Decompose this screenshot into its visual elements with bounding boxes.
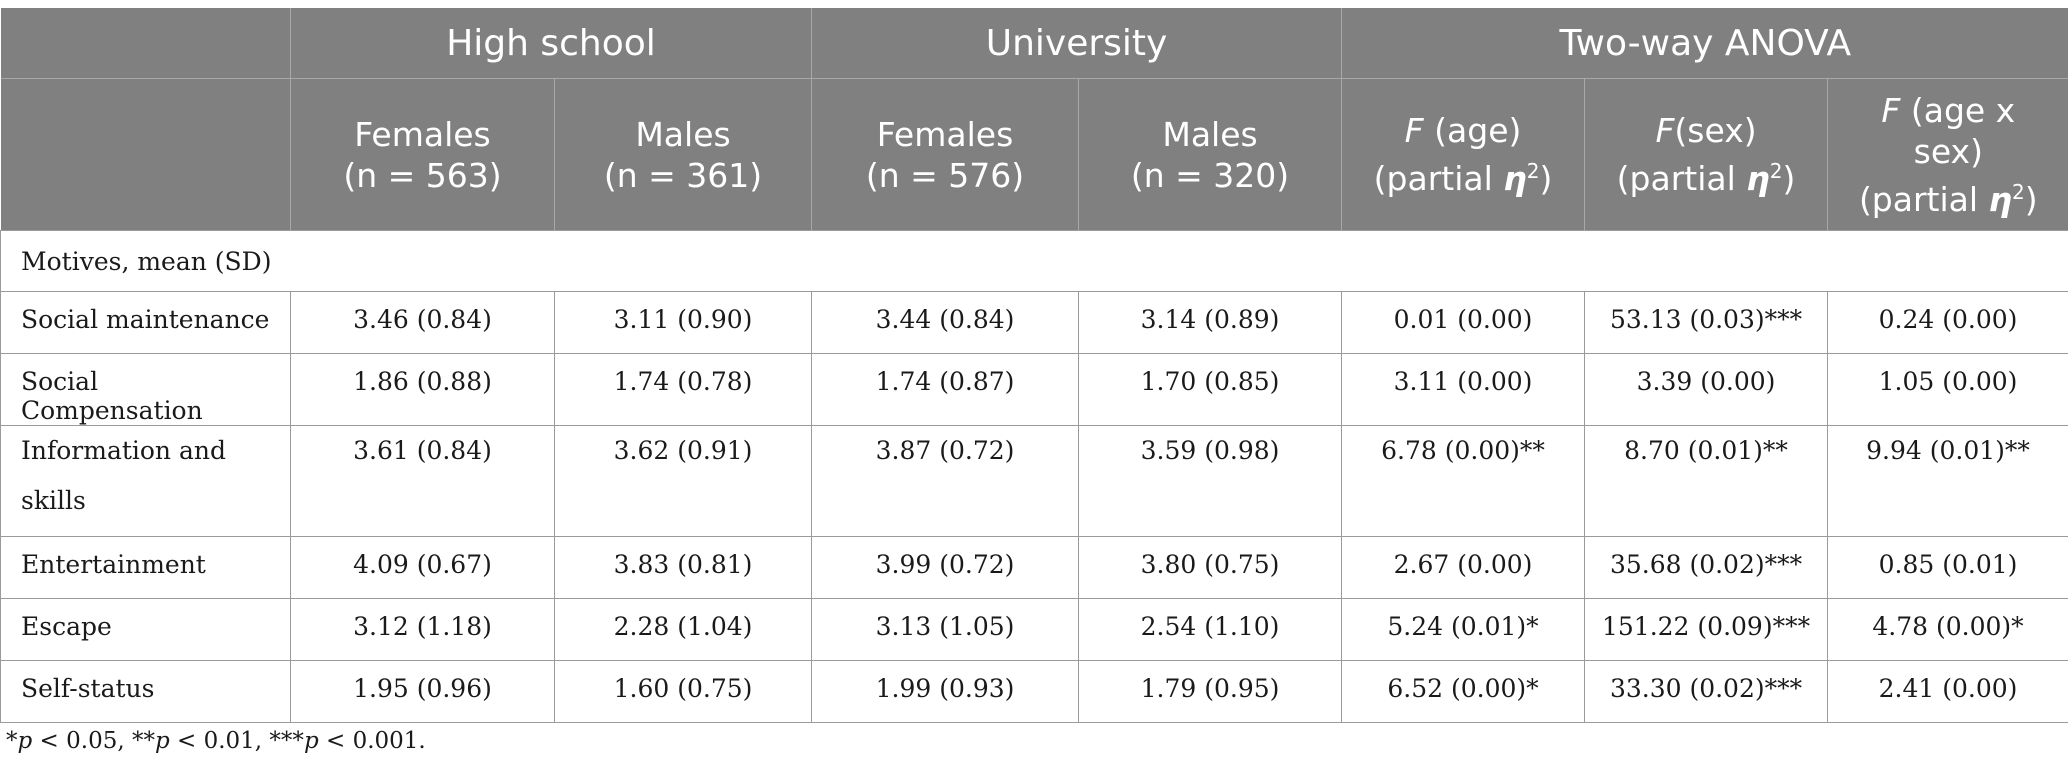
anova-table-container: High school University Two-way ANOVA Fem…: [0, 8, 2068, 723]
table-cell: 1.05 (0.00): [1827, 353, 2068, 426]
table-cell: 2.67 (0.00): [1341, 536, 1586, 599]
table-cell: 4.78 (0.00)*: [1827, 598, 2068, 661]
table-cell: 1.86 (0.88): [290, 353, 555, 426]
table-cell: 6.52 (0.00)*: [1341, 660, 1586, 723]
sub-header-row: Females (n = 563) Males (n = 361) Females(…: [0, 78, 2068, 231]
table-cell: 1.74 (0.87): [811, 353, 1080, 426]
table-cell: 3.83 (0.81): [553, 536, 813, 599]
table-cell: 1.74 (0.78): [553, 353, 813, 426]
table-cell: 0.85 (0.01): [1827, 536, 2068, 599]
group-header-row: High school University Two-way ANOVA: [0, 8, 2068, 79]
table-cell: 3.14 (0.89): [1078, 291, 1343, 354]
group-header-empty: [0, 8, 291, 79]
table-cell: 33.30 (0.02)***: [1584, 660, 1829, 723]
motives-table: High school University Two-way ANOVA Fem…: [0, 8, 2068, 723]
table-cell: 3.13 (1.05): [811, 598, 1080, 661]
sub-header-uni-females: Females (n = 576): [811, 78, 1080, 231]
section-row: Motives, mean (SD): [0, 230, 2068, 292]
table-cell: 3.11 (0.90): [553, 291, 813, 354]
table-cell: 1.70 (0.85): [1078, 353, 1343, 426]
table-cell: 0.24 (0.00): [1827, 291, 2068, 354]
group-header-high-school: High school: [290, 8, 813, 79]
table-cell: 1.60 (0.75): [553, 660, 813, 723]
sub-header-empty: [0, 78, 291, 231]
table-cell: 3.11 (0.00): [1341, 353, 1586, 426]
table-cell: 2.41 (0.00): [1827, 660, 2068, 723]
sub-header-f-age-sex: F (age x sex) (partial η2): [1827, 78, 2068, 231]
section-label: Motives, mean (SD): [0, 230, 2068, 292]
table-row: Information and skills 3.61 (0.84) 3.62 …: [0, 425, 2068, 537]
table-cell: 4.09 (0.67): [290, 536, 555, 599]
table-cell: 3.12 (1.18): [290, 598, 555, 661]
table-row: Entertainment 4.09 (0.67) 3.83 (0.81) 3.…: [0, 536, 2068, 599]
group-header-anova: Two-way ANOVA: [1341, 8, 2068, 79]
table-cell: 53.13 (0.03)***: [1584, 291, 1829, 354]
table-cell: 3.62 (0.91): [553, 425, 813, 537]
table-cell: 0.01 (0.00): [1341, 291, 1586, 354]
row-label: Social maintenance: [0, 291, 291, 354]
table-cell: 3.39 (0.00): [1584, 353, 1829, 426]
table-row: Escape 3.12 (1.18) 2.28 (1.04) 3.13 (1.0…: [0, 598, 2068, 661]
table-row: Self-status 1.95 (0.96) 1.60 (0.75) 1.99…: [0, 660, 2068, 723]
table-cell: 3.46 (0.84): [290, 291, 555, 354]
table-cell: 1.79 (0.95): [1078, 660, 1343, 723]
table-cell: 2.54 (1.10): [1078, 598, 1343, 661]
table-cell: 3.80 (0.75): [1078, 536, 1343, 599]
sub-header-f-sex: F(sex) (partial η2): [1584, 78, 1829, 231]
row-label: Entertainment: [0, 536, 291, 599]
table-cell: 3.61 (0.84): [290, 425, 555, 537]
sub-header-hs-females: Females (n = 563): [290, 78, 555, 231]
sub-header-f-age: F (age) (partial η2): [1341, 78, 1586, 231]
group-header-university: University: [811, 8, 1343, 79]
table-cell: 35.68 (0.02)***: [1584, 536, 1829, 599]
table-cell: 8.70 (0.01)**: [1584, 425, 1829, 537]
row-label: Social Compensation: [0, 353, 291, 426]
table-cell: 6.78 (0.00)**: [1341, 425, 1586, 537]
sub-header-uni-males: Males (n = 320): [1078, 78, 1343, 231]
table-cell: 151.22 (0.09)***: [1584, 598, 1829, 661]
row-label: Information and skills: [0, 425, 291, 537]
row-label: Escape: [0, 598, 291, 661]
table-cell: 3.99 (0.72): [811, 536, 1080, 599]
sub-header-hs-males: Males (n = 361): [554, 78, 813, 231]
table-cell: 3.59 (0.98): [1078, 425, 1343, 537]
table-cell: 2.28 (1.04): [553, 598, 813, 661]
table-cell: 1.95 (0.96): [290, 660, 555, 723]
table-cell: 1.99 (0.93): [811, 660, 1080, 723]
table-row: Social maintenance 3.46 (0.84) 3.11 (0.9…: [0, 291, 2068, 354]
row-label: Self-status: [0, 660, 291, 723]
table-cell: 5.24 (0.01)*: [1341, 598, 1586, 661]
table-cell: 3.87 (0.72): [811, 425, 1080, 537]
table-cell: 3.44 (0.84): [811, 291, 1080, 354]
table-row: Social Compensation 1.86 (0.88) 1.74 (0.…: [0, 353, 2068, 426]
table-cell: 9.94 (0.01)**: [1827, 425, 2068, 537]
footnote: *p < 0.05, **p < 0.01, ***p < 0.001.: [6, 728, 426, 754]
